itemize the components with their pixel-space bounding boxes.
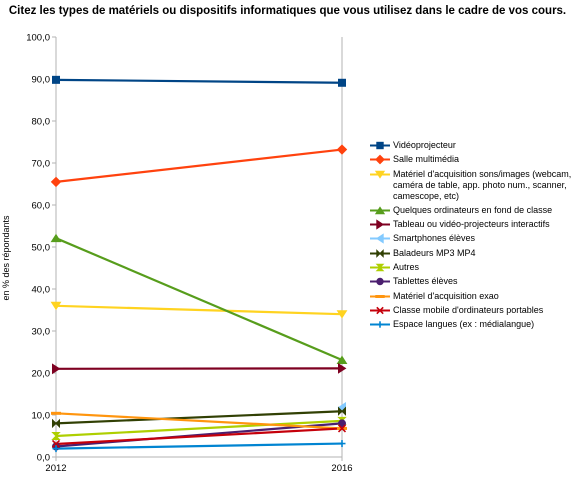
legend-key bbox=[370, 294, 390, 298]
x-tick-label: 2016 bbox=[331, 463, 352, 474]
legend-label: Vidéoprojecteur bbox=[393, 140, 456, 150]
series-lines bbox=[55, 78, 343, 450]
y-tick-label: 80,0 bbox=[32, 117, 51, 128]
y-tick-label: 30,0 bbox=[32, 327, 51, 338]
series-line bbox=[55, 442, 343, 450]
data-point bbox=[336, 310, 348, 319]
data-point bbox=[52, 445, 60, 453]
data-point bbox=[50, 233, 62, 243]
legend-label: Tableau ou vidéo-projecteurs interactifs bbox=[393, 219, 550, 230]
legend-key bbox=[370, 141, 390, 150]
legend-label: Salle multimédia bbox=[393, 154, 460, 165]
legend-item: Baladeurs MP3 MP4 bbox=[369, 248, 575, 259]
series-line bbox=[55, 148, 343, 183]
data-point bbox=[337, 424, 347, 433]
legend-item: Espace langues (ex : médialangue) bbox=[369, 319, 575, 330]
chart-title: Citez les types de matériels ou disposit… bbox=[8, 5, 567, 17]
data-point bbox=[51, 411, 61, 415]
data-point bbox=[52, 418, 60, 429]
data-point bbox=[51, 439, 61, 449]
legend-key bbox=[370, 306, 390, 315]
legend-item: Quelques ordinateurs en fond de classe bbox=[369, 205, 575, 216]
legend-label: Autres bbox=[393, 262, 420, 273]
legend-item: Classe mobile d'ordinateurs portables bbox=[369, 305, 575, 316]
series-line bbox=[55, 410, 343, 425]
series-line bbox=[55, 427, 343, 446]
legend-key bbox=[370, 278, 390, 286]
legend-item: Autres bbox=[369, 262, 575, 273]
legend-label: Espace langues (ex : médialangue) bbox=[393, 319, 535, 330]
series-line bbox=[55, 412, 343, 430]
series-line bbox=[55, 78, 343, 84]
data-point bbox=[338, 78, 346, 87]
y-tick-label: 40,0 bbox=[32, 285, 51, 296]
data-point bbox=[50, 176, 62, 188]
y-tick-label: 60,0 bbox=[32, 201, 51, 212]
legend-label: Quelques ordinateurs en fond de classe bbox=[393, 204, 553, 215]
y-tick-label: 100,0 bbox=[26, 33, 50, 44]
legend-label: Matériel d'acquisition sons/images (webc… bbox=[393, 168, 572, 201]
legend-key bbox=[370, 263, 390, 272]
legend-key bbox=[370, 321, 390, 328]
legend-key bbox=[370, 219, 390, 230]
chart-axes bbox=[52, 36, 343, 461]
y-tick-label: 90,0 bbox=[32, 75, 51, 86]
legend-key bbox=[370, 233, 390, 245]
legend-item: Salle multimédia bbox=[369, 154, 575, 165]
data-point bbox=[51, 432, 61, 440]
legend-label: Matériel d'acquisition exao bbox=[393, 290, 499, 301]
legend-key bbox=[370, 170, 390, 179]
legend-item: Vidéoprojecteur bbox=[369, 140, 575, 151]
legend-item: Smartphones élèves bbox=[369, 233, 575, 245]
legend-label: Classe mobile d'ordinateurs portables bbox=[393, 304, 544, 315]
x-tick-label: 2012 bbox=[45, 463, 66, 474]
y-tick-labels: 0,0 10,0 20,0 30,0 40,0 50,0 60,0 70,0 80,0 90,0 1… bbox=[26, 33, 50, 464]
y-tick-label: 50,0 bbox=[32, 243, 51, 254]
legend-item: Tablettes élèves bbox=[369, 276, 575, 287]
series-line bbox=[55, 422, 343, 448]
y-tick-label: 70,0 bbox=[32, 159, 51, 170]
data-point bbox=[52, 363, 61, 375]
legend-label: Smartphones élèves bbox=[393, 233, 476, 244]
data-point bbox=[50, 301, 62, 311]
legend-item: Tableau ou vidéo-projecteurs interactifs bbox=[369, 219, 575, 230]
legend-item: Matériel d'acquisition sons/images (webc… bbox=[369, 169, 575, 202]
series-line bbox=[55, 304, 343, 316]
chart-legend: Vidéoprojecteur Salle multimédia Matériel … bbox=[369, 140, 575, 334]
legend-key bbox=[370, 154, 390, 165]
data-point bbox=[338, 406, 346, 416]
data-point bbox=[52, 75, 60, 84]
series-line bbox=[55, 419, 343, 438]
data-point bbox=[338, 440, 346, 448]
y-axis-label: en % des répondants bbox=[1, 215, 11, 301]
y-tick-label: 20,0 bbox=[32, 369, 51, 380]
legend-label: Tablettes élèves bbox=[393, 276, 458, 287]
data-point bbox=[336, 144, 348, 155]
legend-label: Baladeurs MP3 MP4 bbox=[393, 247, 476, 258]
legend-key bbox=[370, 206, 390, 215]
x-tick-labels: 2012 2016 bbox=[45, 463, 352, 474]
y-tick-label: 0,0 bbox=[37, 453, 50, 464]
legend-key bbox=[370, 248, 390, 258]
series-line bbox=[55, 237, 343, 361]
series-points bbox=[50, 75, 348, 453]
legend-item: Matériel d'acquisition exao bbox=[369, 291, 575, 302]
y-tick-label: 10,0 bbox=[32, 411, 51, 422]
data-point bbox=[338, 362, 347, 374]
data-point bbox=[338, 419, 346, 428]
data-point bbox=[336, 355, 348, 364]
